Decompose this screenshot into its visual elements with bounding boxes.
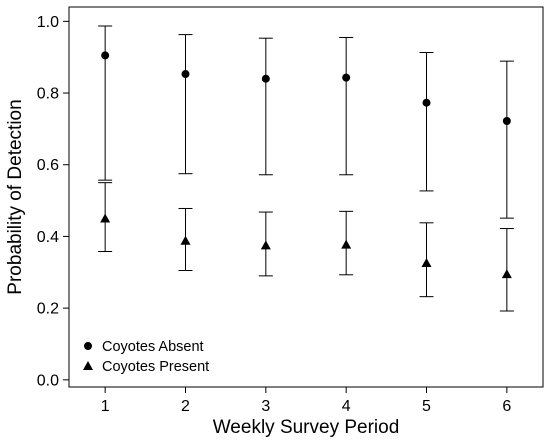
y-tick-label: 0.6 [37,157,59,174]
legend-label: Coyotes Absent [102,339,204,355]
circle-marker [84,342,92,350]
y-tick-label: 0.2 [37,301,59,318]
x-tick-label: 5 [422,398,431,415]
plot-frame [68,6,544,388]
x-axis: 1 2 3 4 5 6 [101,387,511,415]
x-tick-label: 4 [342,398,351,415]
circle-marker [502,117,511,125]
x-tick-label: 1 [101,398,110,415]
triangle-marker [180,235,191,245]
series-coyotes-absent [98,25,514,219]
circle-marker [181,70,190,79]
triangle-marker [100,213,111,223]
series-coyotes-present [98,182,514,312]
legend: Coyotes Absent Coyotes Present [83,339,209,375]
triangle-marker [260,240,271,250]
y-tick-label: 0.8 [37,86,59,103]
circle-marker [342,73,351,82]
triangle-marker [341,239,352,249]
triangle-marker [501,269,512,279]
y-tick-label: 0.4 [37,229,59,246]
circle-marker [422,98,431,107]
y-axis: 0.0 0.2 0.4 0.6 0.8 1.0 [37,14,69,389]
x-tick-label: 2 [181,398,190,415]
circle-marker [101,51,110,60]
x-tick-label: 6 [502,398,511,415]
x-axis-title: Weekly Survey Period [213,417,400,438]
x-tick-label: 3 [261,398,270,415]
circle-marker [261,74,270,83]
triangle-marker [83,361,93,370]
legend-label: Coyotes Present [102,359,209,375]
series-layer [98,25,514,312]
y-tick-label: 0.0 [37,372,59,389]
y-tick-label: 1.0 [37,14,59,31]
triangle-marker [421,257,432,267]
y-axis-title: Probability of Detection [5,99,26,294]
